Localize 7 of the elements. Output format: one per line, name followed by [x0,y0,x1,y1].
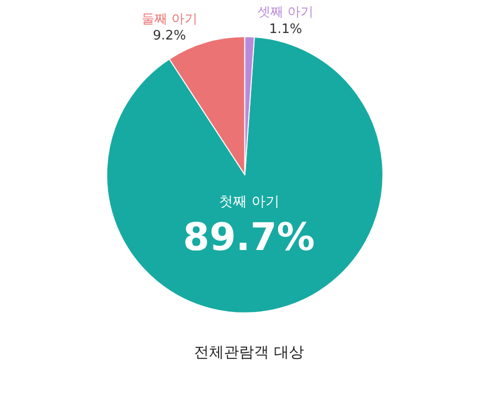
data-label: 1.1% [269,22,302,37]
data-label: 9.2% [152,28,186,44]
slice-label: 셋째 아기 [258,4,314,20]
slice-label: 둘째 아기 [141,12,198,27]
slice-label: 첫째 아기 [219,194,280,210]
text: 전체관람객 대상 [194,343,304,361]
data-label: 89.7% [183,215,315,259]
